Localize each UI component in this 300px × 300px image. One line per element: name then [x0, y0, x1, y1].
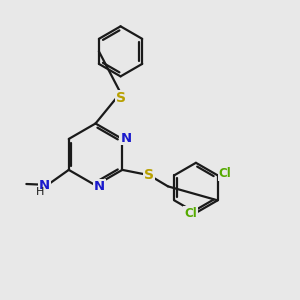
- Text: Cl: Cl: [184, 207, 197, 220]
- Text: N: N: [94, 180, 105, 193]
- Text: S: S: [144, 168, 154, 182]
- Text: H: H: [36, 187, 44, 197]
- Text: N: N: [120, 132, 131, 145]
- Text: S: S: [116, 91, 126, 105]
- Text: N: N: [39, 179, 50, 192]
- Text: Cl: Cl: [219, 167, 231, 180]
